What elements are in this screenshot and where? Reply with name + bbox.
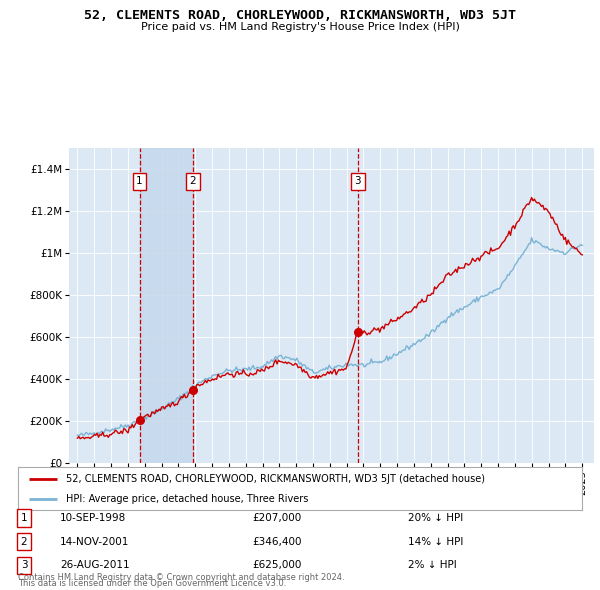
Text: 3: 3 [354,176,361,186]
Text: 52, CLEMENTS ROAD, CHORLEYWOOD, RICKMANSWORTH, WD3 5JT (detached house): 52, CLEMENTS ROAD, CHORLEYWOOD, RICKMANS… [66,474,485,484]
Text: 52, CLEMENTS ROAD, CHORLEYWOOD, RICKMANSWORTH, WD3 5JT: 52, CLEMENTS ROAD, CHORLEYWOOD, RICKMANS… [84,9,516,22]
Text: 14% ↓ HPI: 14% ↓ HPI [408,537,463,546]
Text: 20% ↓ HPI: 20% ↓ HPI [408,513,463,523]
Text: HPI: Average price, detached house, Three Rivers: HPI: Average price, detached house, Thre… [66,494,308,504]
Text: 1: 1 [136,176,143,186]
Text: 3: 3 [20,560,28,570]
Text: 14-NOV-2001: 14-NOV-2001 [60,537,130,546]
Text: 10-SEP-1998: 10-SEP-1998 [60,513,126,523]
Text: 2% ↓ HPI: 2% ↓ HPI [408,560,457,570]
Text: 2: 2 [20,537,28,546]
Bar [140,148,193,463]
Text: £346,400: £346,400 [252,537,302,546]
Text: Price paid vs. HM Land Registry's House Price Index (HPI): Price paid vs. HM Land Registry's House … [140,22,460,32]
Text: Contains HM Land Registry data © Crown copyright and database right 2024.: Contains HM Land Registry data © Crown c… [18,573,344,582]
Text: 26-AUG-2011: 26-AUG-2011 [60,560,130,570]
Text: This data is licensed under the Open Government Licence v3.0.: This data is licensed under the Open Gov… [18,579,286,588]
Text: 2: 2 [190,176,196,186]
Text: £207,000: £207,000 [252,513,301,523]
Text: £625,000: £625,000 [252,560,301,570]
Text: 1: 1 [20,513,28,523]
